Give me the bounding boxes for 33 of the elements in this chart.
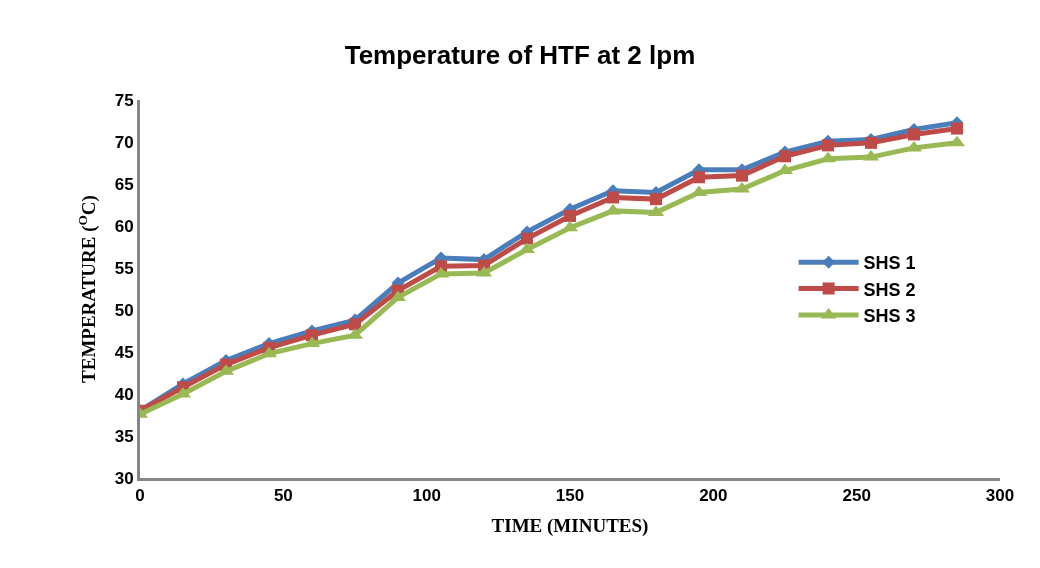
- point: [951, 122, 963, 135]
- y-tick-label: 75: [114, 90, 134, 110]
- y-tick-label: 60: [114, 216, 134, 236]
- y-tick-label: 70: [114, 132, 134, 152]
- x-tick-label: 150: [555, 486, 585, 506]
- x-tick-label: 0: [135, 486, 145, 506]
- x-axis-title: TIME (MINUTES): [491, 515, 649, 538]
- x-tick-label: 100: [412, 486, 441, 506]
- y-tick-label: 30: [114, 468, 134, 488]
- point: [349, 318, 361, 331]
- point: [693, 171, 705, 184]
- y-tick-label: 65: [114, 174, 134, 194]
- y-tick-label: 40: [114, 384, 134, 404]
- point: [650, 193, 662, 206]
- y-tick-label: 45: [114, 342, 134, 362]
- y-tick-label: 50: [114, 300, 134, 320]
- y-tick-label: 35: [114, 426, 134, 446]
- chart-title: Temperature of HTF at 2 lpm: [344, 39, 696, 70]
- x-tick-label: 300: [985, 486, 1015, 506]
- x-tick-label: 50: [273, 486, 293, 506]
- legend-label: SHS 2: [863, 279, 916, 300]
- point: [779, 150, 791, 163]
- point: [607, 191, 619, 204]
- x-tick-label: 200: [699, 486, 728, 506]
- point: [736, 169, 748, 182]
- legend-label: SHS 1: [863, 253, 916, 274]
- legend-label: SHS 3: [863, 306, 916, 327]
- point: [521, 232, 533, 245]
- point: [564, 209, 576, 222]
- point: [908, 128, 920, 141]
- point: [822, 139, 834, 152]
- y-tick-label: 55: [114, 258, 134, 278]
- x-tick-label: 250: [842, 486, 871, 506]
